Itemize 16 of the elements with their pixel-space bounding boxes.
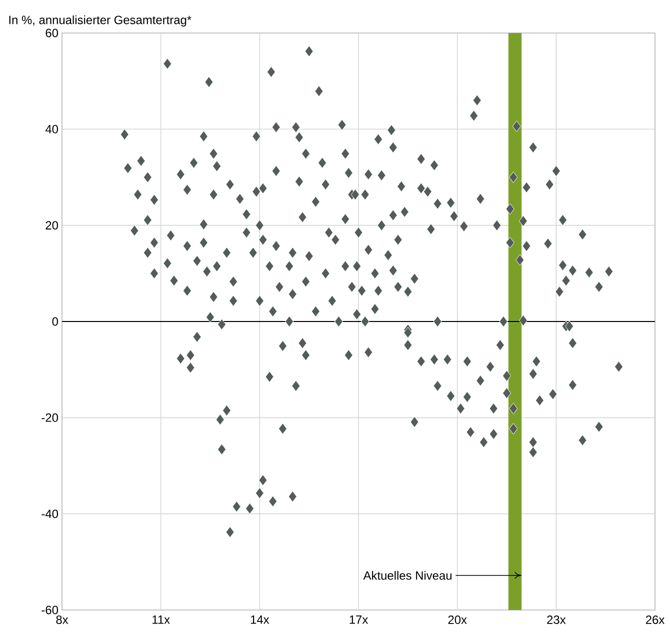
x-tick-label: 26x [646, 616, 665, 624]
y-tick-label: -40 [42, 510, 58, 518]
y-tick-label: 20 [46, 221, 58, 230]
y-tick-label: 40 [45, 124, 58, 134]
y-tick-label: -20 [42, 413, 58, 422]
chart-subtitle: In %, annualisierter Gesamtertrag* [9, 15, 192, 27]
x-tick-label: 23x [547, 616, 566, 624]
y-tick-label: -60 [42, 606, 58, 614]
x-tick-label: 14x [250, 616, 270, 624]
y-tick-label: 0 [52, 317, 58, 326]
band-label: Aktuelles Niveau [363, 570, 452, 580]
x-tick-label: 20x [448, 616, 467, 624]
y-tick-label: 60 [46, 28, 58, 38]
x-tick-label: 8x [56, 616, 68, 624]
x-tick-label: 17x [350, 616, 368, 624]
x-tick-label: 11x [152, 616, 170, 624]
